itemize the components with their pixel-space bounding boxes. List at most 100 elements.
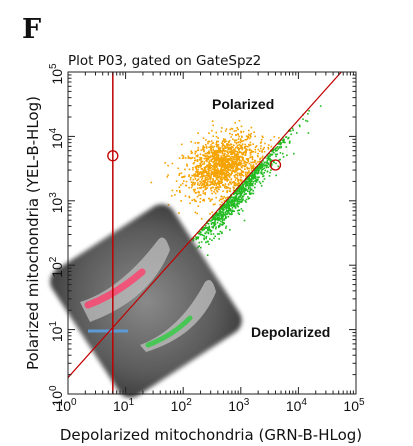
- scatter-point: [194, 200, 196, 202]
- scatter-point: [231, 133, 233, 136]
- scatter-point: [220, 165, 222, 167]
- scatter-point: [245, 158, 248, 160]
- scatter-point: [214, 215, 217, 217]
- scatter-point: [237, 196, 240, 199]
- scatter-point: [219, 207, 222, 210]
- scatter-point: [199, 201, 201, 203]
- scatter-point: [180, 200, 182, 202]
- scatter-point: [206, 173, 208, 175]
- scatter-point: [241, 143, 244, 145]
- scatter-point: [251, 184, 254, 186]
- scatter-point: [200, 178, 203, 181]
- scatter-point: [187, 157, 190, 159]
- scatter-point: [239, 168, 241, 171]
- scatter-point: [231, 200, 234, 202]
- scatter-point: [229, 190, 232, 193]
- scatter-point: [181, 157, 184, 160]
- scatter-point: [228, 155, 230, 157]
- scatter-point: [236, 156, 239, 159]
- scatter-point: [271, 164, 273, 166]
- scatter-point: [198, 194, 200, 196]
- scatter-point: [213, 184, 216, 186]
- scatter-point: [202, 190, 205, 192]
- scatter-point: [208, 197, 210, 200]
- scatter-point: [227, 184, 230, 186]
- scatter-point: [229, 209, 232, 211]
- scatter-point: [227, 152, 230, 155]
- scatter-point: [235, 155, 238, 158]
- scatter-point: [238, 213, 241, 216]
- scatter-point: [218, 233, 221, 235]
- scatter-point: [305, 119, 307, 122]
- scatter-point: [196, 179, 198, 182]
- scatter-point: [240, 135, 243, 138]
- scatter-point: [227, 203, 230, 205]
- scatter-point: [185, 180, 188, 183]
- scatter-point: [246, 149, 248, 151]
- scatter-point: [213, 181, 216, 183]
- scatter-point: [202, 199, 204, 202]
- scatter-point: [225, 213, 227, 215]
- scatter-point: [225, 140, 227, 143]
- scatter-point: [227, 166, 230, 169]
- scatter-point: [231, 165, 233, 168]
- scatter-point: [221, 175, 223, 177]
- scatter-point: [246, 159, 249, 161]
- scatter-point: [238, 135, 240, 138]
- scatter-point: [264, 161, 267, 164]
- plot-title: Plot P03, gated on GateSpz2: [68, 53, 261, 69]
- scatter-point: [232, 163, 235, 165]
- scatter-point: [209, 178, 211, 181]
- scatter-point: [209, 163, 211, 165]
- scatter-point: [241, 210, 244, 212]
- scatter-point: [215, 178, 218, 180]
- scatter-point: [247, 160, 250, 163]
- scatter-point: [233, 165, 235, 167]
- scatter-point: [190, 152, 193, 154]
- scatter-point: [201, 229, 204, 232]
- scatter-point: [238, 209, 241, 211]
- scatter-point: [199, 153, 202, 156]
- scatter-point: [230, 147, 233, 150]
- scatter-point: [214, 235, 216, 238]
- scatter-point: [227, 169, 230, 172]
- scatter-point: [234, 149, 236, 151]
- scatter-point: [244, 143, 246, 146]
- scatter-point: [219, 225, 221, 227]
- scatter-point: [217, 225, 220, 227]
- scatter-point: [250, 161, 252, 164]
- scatter-point: [227, 148, 229, 151]
- scatter-point: [239, 192, 241, 195]
- scatter-point: [206, 157, 208, 159]
- scatter-point: [216, 154, 218, 156]
- scatter-point: [212, 161, 214, 163]
- scatter-point: [224, 211, 227, 213]
- scatter-point: [212, 173, 214, 175]
- scatter-point: [199, 197, 202, 200]
- scatter-point: [196, 160, 199, 162]
- scatter-point: [214, 220, 216, 222]
- scatter-point: [208, 161, 210, 163]
- scatter-point: [241, 166, 243, 169]
- scatter-point: [249, 183, 251, 185]
- scatter-point: [203, 167, 206, 169]
- scatter-point: [254, 135, 256, 138]
- scatter-point: [230, 200, 233, 202]
- scatter-point: [216, 144, 218, 146]
- scatter-point: [229, 166, 231, 168]
- scatter-point: [205, 187, 207, 190]
- scatter-point: [219, 172, 221, 175]
- scatter-point: [221, 211, 223, 213]
- scatter-point: [213, 217, 215, 219]
- scatter-point: [222, 158, 225, 161]
- scatter-point: [193, 162, 195, 164]
- scatter-point: [210, 164, 212, 167]
- scatter-point: [190, 176, 192, 179]
- scatter-point: [243, 151, 246, 153]
- scatter-point: [231, 209, 233, 212]
- scatter-point: [234, 182, 237, 184]
- scatter-point: [226, 206, 229, 208]
- x-tick-label: 101: [113, 397, 135, 414]
- scatter-point: [199, 163, 202, 166]
- scatter-point: [209, 167, 211, 169]
